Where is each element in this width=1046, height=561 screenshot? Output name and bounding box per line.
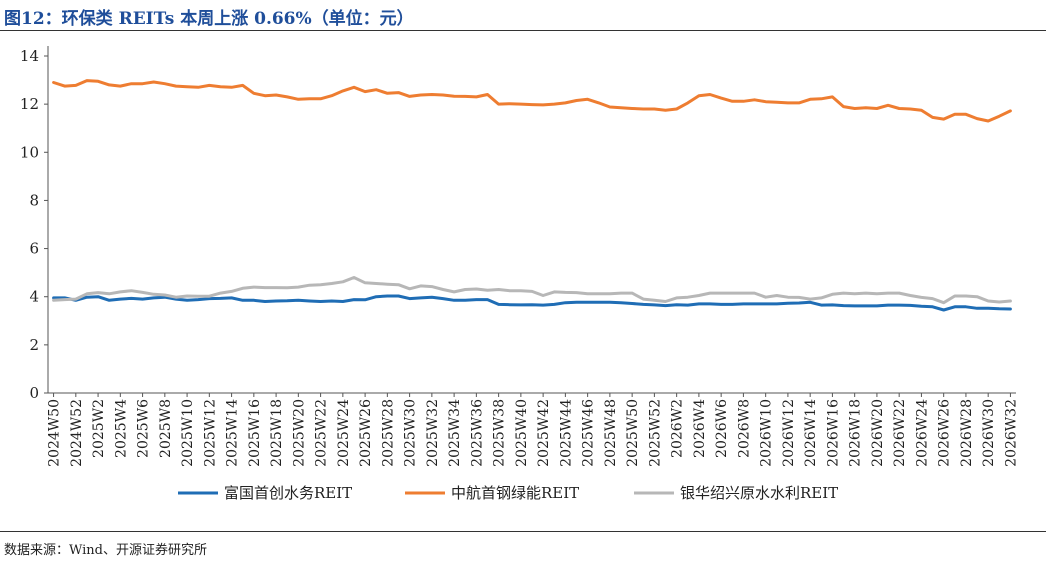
x-tick-label: 2026W20 — [870, 399, 886, 467]
legend: 富国首创水务REIT 中航首钢绿能REIT 银华绍兴原水水利REIT — [178, 484, 838, 502]
x-tick-label: 2026W10 — [759, 399, 775, 467]
y-tick-label: 8 — [29, 191, 39, 209]
y-tick-label: 12 — [20, 95, 39, 113]
x-tick-label: 2025W4 — [113, 399, 129, 458]
y-tick-label: 4 — [29, 288, 39, 306]
y-tick-label: 0 — [29, 384, 39, 402]
x-tick-label: 2026W22 — [892, 399, 908, 467]
footer-divider — [0, 531, 1046, 532]
x-tick-label: 2025W22 — [314, 399, 330, 467]
x-tick-label: 2026W30 — [981, 399, 997, 467]
x-tick-label: 2026W2 — [670, 399, 686, 458]
x-tick-label: 2026W16 — [825, 399, 841, 467]
plot-area — [52, 79, 1012, 312]
x-tick-label: 2025W10 — [180, 399, 196, 467]
y-tick-label: 6 — [29, 240, 39, 258]
series-line-3 — [52, 276, 1012, 305]
x-tick-label: 2026W4 — [692, 399, 708, 458]
x-tick-label: 2026W12 — [781, 399, 797, 467]
y-tick-label: 14 — [20, 47, 39, 65]
legend-label-2: 中航首钢绿能REIT — [451, 484, 579, 502]
chart-title: 图12：环保类 REITs 本周上涨 0.66%（单位：元） — [4, 9, 414, 29]
series-line-1 — [52, 294, 1012, 312]
x-tick-label: 2026W32 — [1003, 399, 1019, 467]
x-tick-label: 2026W8 — [736, 399, 752, 458]
legend-label-3: 银华绍兴原水水利REIT — [680, 484, 838, 502]
x-tick-label: 2025W38 — [492, 399, 508, 467]
x-tick-label: 2026W14 — [803, 399, 819, 467]
x-tick-label: 2025W14 — [225, 399, 241, 467]
series-line-2 — [52, 79, 1012, 123]
x-tick-label: 2024W50 — [47, 399, 63, 467]
x-tick-label: 2025W44 — [558, 399, 574, 467]
x-tick-label: 2025W8 — [158, 399, 174, 458]
line-chart: 0 2 4 6 8 10 12 14 2024W50 2024W52 2025W2 2025W4 202… — [20, 46, 1019, 502]
x-tick-label: 2025W40 — [514, 399, 530, 467]
x-tick-label: 2024W52 — [69, 399, 85, 467]
x-tick-label: 2025W26 — [358, 399, 374, 467]
x-tick-label: 2025W20 — [291, 399, 307, 467]
x-tick-label: 2025W18 — [269, 399, 285, 467]
x-tick-label: 2025W36 — [469, 399, 485, 467]
legend-label-1: 富国首创水务REIT — [224, 484, 352, 502]
y-tick-label: 2 — [29, 336, 39, 354]
x-tick-label: 2025W12 — [202, 399, 218, 467]
x-tick-label: 2025W52 — [647, 399, 663, 467]
x-tick-label: 2025W16 — [247, 399, 263, 467]
y-tick-label: 10 — [20, 143, 39, 161]
x-tick-label: 2025W2 — [91, 399, 107, 458]
x-tick-label: 2025W6 — [136, 399, 152, 458]
x-tick-label: 2025W42 — [536, 399, 552, 467]
title-divider — [0, 30, 1046, 31]
x-tick-label: 2025W24 — [336, 399, 352, 467]
x-tick-label: 2026W28 — [959, 399, 975, 467]
x-tick-label: 2025W32 — [425, 399, 441, 467]
axes: 0 2 4 6 8 10 12 14 2024W50 2024W52 2025W2 2025W4 202… — [20, 46, 1019, 467]
x-tick-label: 2025W34 — [447, 399, 463, 467]
x-tick-label: 2025W50 — [625, 399, 641, 467]
x-tick-label: 2025W48 — [603, 399, 619, 467]
x-tick-label: 2026W26 — [937, 399, 953, 467]
x-tick-label: 2025W46 — [581, 399, 597, 467]
x-tick-label: 2026W18 — [848, 399, 864, 467]
x-tick-label: 2025W30 — [403, 399, 419, 467]
x-tick-label: 2025W28 — [380, 399, 396, 467]
x-tick-label: 2026W24 — [914, 399, 930, 467]
source-note: 数据来源：Wind、开源证券研究所 — [4, 543, 207, 558]
x-tick-label: 2026W6 — [714, 399, 730, 458]
